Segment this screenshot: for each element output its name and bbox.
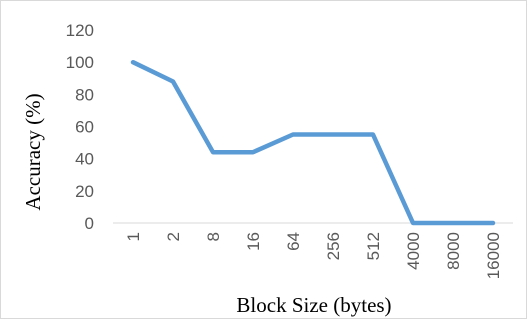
x-tick-label: 4000 (404, 232, 423, 270)
y-tick-label: 120 (66, 21, 94, 40)
series-line (130, 59, 496, 226)
y-tick-label: 100 (66, 53, 94, 72)
x-tick-label: 16 (244, 232, 263, 251)
x-tick-label: 64 (284, 232, 303, 251)
x-tick-label: 512 (364, 232, 383, 260)
x-axis-ticks: 1 2 8 16 64 256 512 4000 8000 16000 (124, 232, 503, 279)
x-tick-label: 256 (324, 232, 343, 260)
y-tick-label: 60 (75, 118, 94, 137)
y-tick-label: 0 (85, 214, 94, 233)
x-tick-label: 2 (164, 232, 183, 241)
series-layer (130, 59, 496, 226)
y-axis-title: Accuracy (%) (21, 93, 45, 210)
x-tick-label: 16000 (484, 232, 503, 279)
x-axis-title: Block Size (bytes) (236, 293, 391, 317)
y-tick-label: 40 (75, 150, 94, 169)
y-tick-label: 80 (75, 85, 94, 104)
x-tick-label: 8000 (444, 232, 463, 270)
y-axis-ticks: 0 20 40 60 80 100 120 (66, 21, 94, 233)
x-tick-label: 8 (204, 232, 223, 241)
x-tick-label: 1 (124, 232, 143, 241)
y-tick-label: 20 (75, 182, 94, 201)
